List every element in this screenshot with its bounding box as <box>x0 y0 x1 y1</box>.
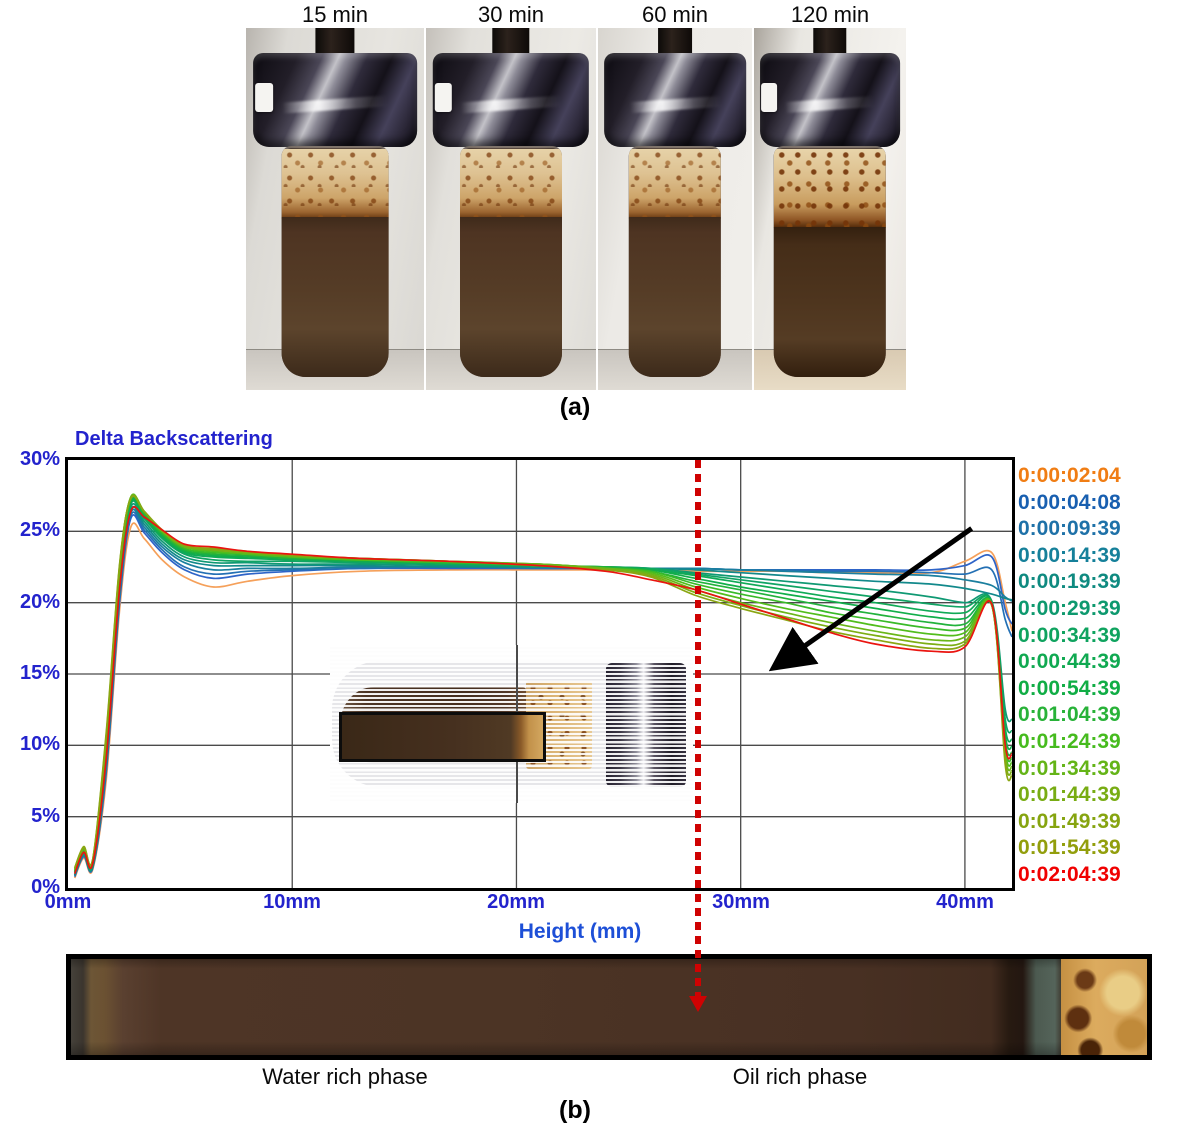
y-tick-10: 10% <box>19 733 60 755</box>
emulsion-foam-layer <box>460 149 562 219</box>
legend-entry: 0:01:44:39 <box>1018 783 1121 807</box>
chart-title: Delta Backscattering <box>75 428 273 450</box>
vial-photo-30min <box>426 28 596 390</box>
chrome-cap <box>604 53 746 148</box>
plot-curves <box>73 493 1012 879</box>
backscattering-plot <box>65 457 1015 891</box>
photo-label-30min: 30 min <box>477 2 545 27</box>
legend-entry: 0:01:49:39 <box>1018 809 1121 833</box>
y-tick-25: 25% <box>19 519 60 541</box>
y-tick-5: 5% <box>31 805 60 827</box>
glass-vial <box>460 145 562 378</box>
legend-entry: 0:01:54:39 <box>1018 836 1121 860</box>
scan-region-rectangle <box>339 712 546 762</box>
y-tick-0: 0% <box>31 876 60 898</box>
photo-label-120min: 120 min <box>790 2 870 27</box>
photo-label-15min: 15 min <box>301 2 369 27</box>
cap-label-tab <box>254 83 273 112</box>
vial-photo-120min <box>754 28 906 390</box>
x-axis-label: Height (mm) <box>518 920 642 943</box>
strip-foam-region <box>1061 959 1147 1055</box>
cap-label-tab <box>434 83 452 112</box>
sample-strip-photo <box>66 954 1152 1060</box>
brown-liquid-phase <box>460 217 562 378</box>
brown-liquid-phase <box>628 217 722 378</box>
glass-vial <box>628 145 722 378</box>
x-tick-0mm: 0mm <box>44 891 92 913</box>
legend-entry: 0:00:29:39 <box>1018 596 1121 620</box>
emulsion-foam-layer <box>281 149 389 219</box>
x-tick-20mm: 20mm <box>487 891 545 913</box>
cap-label-tab <box>761 83 777 112</box>
legend-entry: 0:01:24:39 <box>1018 729 1121 753</box>
legend-entry: 0:01:04:39 <box>1018 703 1121 727</box>
dashed-reference-line <box>695 460 702 996</box>
oil-phase-label: Oil rich phase <box>732 1064 868 1089</box>
emulsion-foam-layer <box>773 149 887 228</box>
legend-entry: 0:00:19:39 <box>1018 570 1121 594</box>
photo-label-60min: 60 min <box>641 2 709 27</box>
chrome-cap <box>432 53 590 148</box>
legend-entry: 0:02:04:39 <box>1018 862 1121 886</box>
brown-liquid-phase <box>773 226 887 378</box>
reference-arrowhead <box>689 996 708 1012</box>
y-tick-15: 15% <box>19 662 60 684</box>
legend-entry: 0:00:54:39 <box>1018 676 1121 700</box>
x-tick-40mm: 40mm <box>936 891 994 913</box>
glass-vial <box>281 145 389 378</box>
legend-entry: 0:00:34:39 <box>1018 623 1121 647</box>
chrome-cap <box>253 53 417 148</box>
chrome-cap <box>760 53 900 148</box>
legend-entry: 0:00:09:39 <box>1018 517 1121 541</box>
legend-entry: 0:01:34:39 <box>1018 756 1121 780</box>
water-phase-label: Water rich phase <box>262 1064 428 1089</box>
brown-liquid-phase <box>281 217 389 378</box>
legend-entry: 0:00:44:39 <box>1018 650 1121 674</box>
x-tick-30mm: 30mm <box>712 891 770 913</box>
glass-vial <box>773 145 887 378</box>
legend-entry: 0:00:14:39 <box>1018 543 1121 567</box>
vial-photo-15min <box>246 28 424 390</box>
caption-b: (b) <box>559 1096 591 1124</box>
legend-entry: 0:00:02:04 <box>1018 464 1121 487</box>
vial-photo-60min <box>598 28 752 390</box>
legend-entry: 0:00:04:08 <box>1018 490 1121 514</box>
y-tick-20: 20% <box>19 591 60 613</box>
x-tick-10mm: 10mm <box>263 891 321 913</box>
y-tick-30: 30% <box>19 448 60 470</box>
time-legend: 0:00:02:04 0:00:04:08 0:00:09:39 0:00:14:39… <box>1018 463 1178 889</box>
caption-a: (a) <box>559 393 591 421</box>
emulsion-foam-layer <box>628 149 722 219</box>
